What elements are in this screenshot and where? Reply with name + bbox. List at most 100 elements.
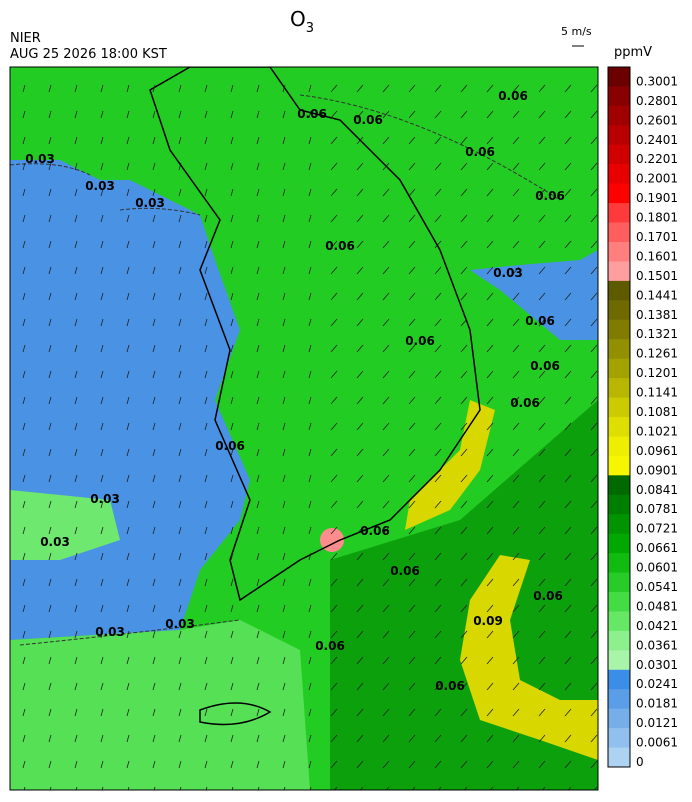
wind-arrow — [590, 292, 598, 301]
wind-arrow — [486, 734, 494, 743]
wind-arrow — [230, 500, 234, 509]
wind-arrow — [359, 786, 364, 790]
colorbar-label: 0.3001 — [636, 74, 678, 88]
wind-arrow — [330, 188, 338, 197]
wind-arrow — [512, 266, 520, 275]
colorbar-swatch — [608, 650, 630, 671]
wind-arrow — [48, 526, 52, 535]
contour-label: 0.06 — [315, 639, 345, 653]
wind-arrow — [74, 344, 78, 353]
wind-arrow — [434, 682, 442, 691]
wind-arrow — [152, 682, 156, 691]
wind-arrow — [178, 578, 182, 587]
colorbar-label: 0.1021 — [636, 424, 678, 438]
wind-arrow — [512, 292, 520, 301]
wind-arrow — [308, 682, 312, 691]
wind-arrow — [408, 682, 416, 691]
wind-arrow — [204, 344, 208, 353]
island — [199, 702, 272, 726]
wind-arrow — [100, 500, 104, 509]
wind-arrow — [486, 396, 494, 405]
wind-arrow — [256, 84, 260, 93]
wind-arrow — [126, 422, 130, 431]
wind-arrow — [256, 604, 260, 613]
colorbar-swatch — [608, 689, 630, 710]
wind-arrow — [590, 552, 598, 561]
wind-arrow — [48, 110, 52, 119]
wind-arrow — [152, 604, 156, 613]
wind-arrow — [230, 656, 234, 665]
wind-arrow — [460, 292, 468, 301]
wind-arrow — [512, 136, 520, 145]
wind-arrow — [460, 344, 468, 353]
wind-arrow — [434, 734, 442, 743]
colorbar-label: 0.1201 — [636, 366, 678, 380]
wind-arrow — [356, 136, 364, 145]
wind-arrow — [178, 526, 182, 535]
wind-arrow — [330, 396, 338, 405]
wind-arrow — [282, 370, 286, 379]
wind-arrow — [356, 656, 364, 665]
wind-arrow — [512, 708, 520, 717]
wind-arrow — [308, 656, 312, 665]
wind-arrow — [230, 370, 234, 379]
wind-arrow — [590, 500, 598, 509]
wind-arrow — [282, 708, 286, 717]
wind-arrow — [590, 526, 598, 535]
wind-arrow — [178, 344, 182, 353]
wind-arrow — [308, 136, 312, 145]
colorbar-label: 0.1701 — [636, 230, 678, 244]
wind-arrow — [22, 708, 26, 717]
wind-arrow — [230, 760, 234, 769]
wind-arrow — [408, 552, 416, 561]
wind-arrow — [75, 786, 78, 790]
wind-arrow — [590, 188, 598, 197]
wind-arrow — [382, 604, 390, 613]
wind-arrow — [178, 734, 182, 743]
wind-arrow — [230, 474, 234, 483]
wind-arrow — [590, 84, 598, 93]
wind-arrow — [48, 214, 52, 223]
colorbar-swatch — [608, 553, 630, 574]
wind-arrow — [330, 370, 338, 379]
wind-arrow — [538, 682, 546, 691]
wind-arrow — [512, 344, 520, 353]
wind-arrow — [126, 84, 130, 93]
wind-arrow — [512, 604, 520, 613]
wind-arrow — [100, 344, 104, 353]
wind-arrow — [356, 630, 364, 639]
wind-arrow — [564, 344, 572, 353]
wind-arrow — [126, 708, 130, 717]
wind-arrow — [126, 578, 130, 587]
wind-arrow — [486, 344, 494, 353]
contour-label: 0.06 — [533, 589, 563, 603]
wind-arrow — [256, 318, 260, 327]
wind-arrow — [538, 370, 546, 379]
wind-arrow — [230, 552, 234, 561]
wind-arrow — [590, 370, 598, 379]
wind-arrow — [434, 344, 442, 353]
wind-arrow — [152, 370, 156, 379]
wind-arrow — [382, 162, 390, 171]
wind-arrow — [230, 214, 234, 223]
wind-arrow — [382, 214, 390, 223]
wind-arrow — [512, 448, 520, 457]
wind-arrow — [408, 136, 416, 145]
wind-arrow — [152, 396, 156, 405]
colorbar-label: 0.0661 — [636, 541, 678, 555]
wind-arrow — [460, 604, 468, 613]
wind-arrow — [308, 214, 312, 223]
wind-arrow — [460, 552, 468, 561]
wind-arrow — [486, 474, 494, 483]
wind-arrow — [283, 786, 286, 790]
wind-arrow — [512, 370, 520, 379]
wind-arrow — [49, 786, 52, 790]
wind-arrow — [308, 760, 312, 769]
wind-arrow — [100, 656, 104, 665]
wind-arrow — [460, 578, 468, 587]
wind-arrow — [152, 136, 156, 145]
wind-arrow — [308, 266, 312, 275]
contour-label: 0.06 — [498, 89, 528, 103]
wind-arrow — [178, 760, 182, 769]
hotspot — [320, 528, 344, 552]
